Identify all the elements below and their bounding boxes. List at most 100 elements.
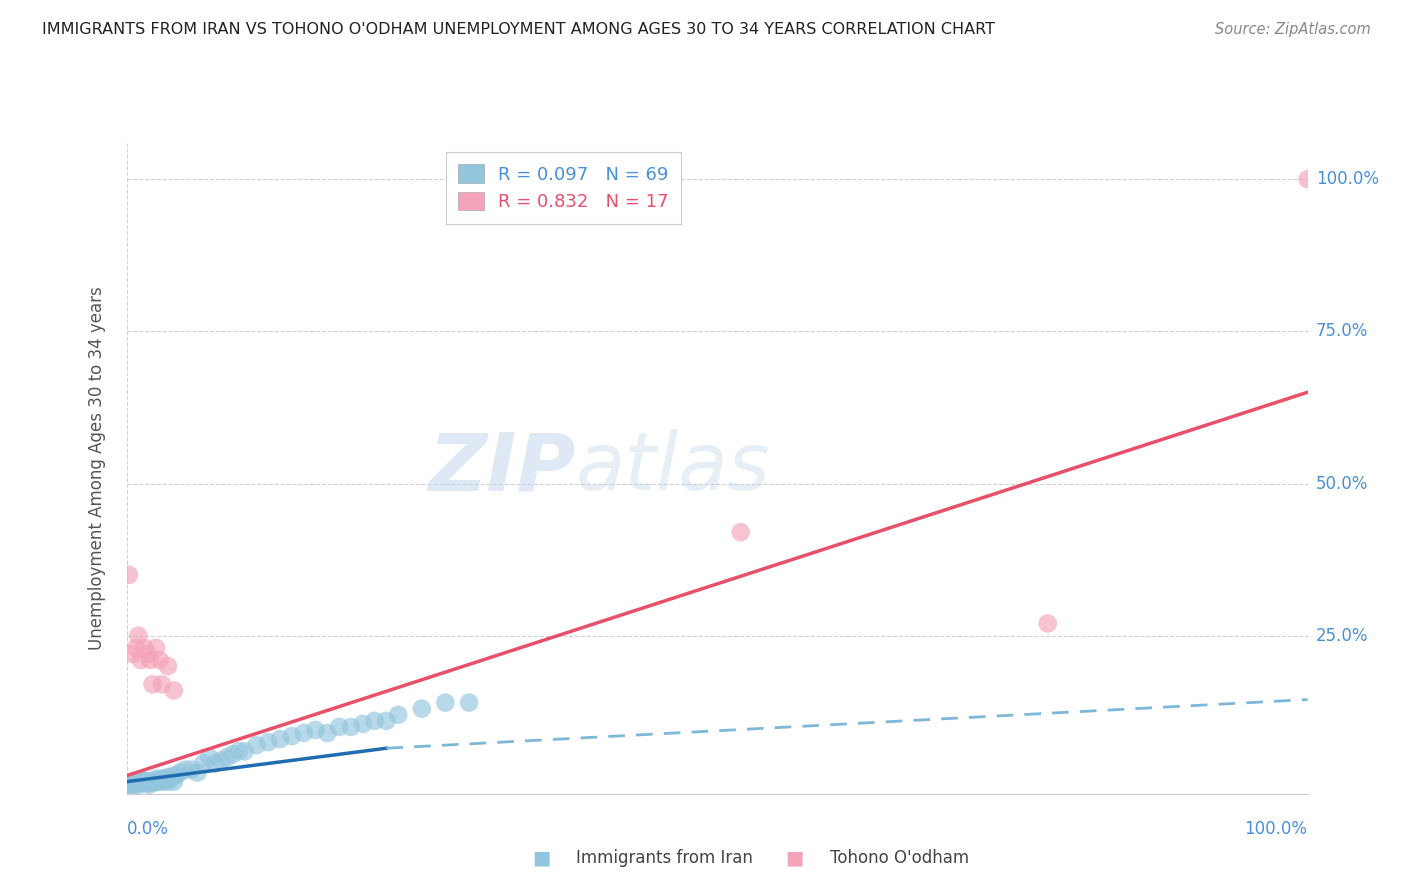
Point: [127, 629, 149, 643]
Point: [163, 769, 186, 783]
Text: 100.0%: 100.0%: [1316, 170, 1379, 188]
Point: [328, 720, 350, 734]
Point: [193, 756, 215, 771]
Point: [131, 776, 153, 790]
Point: [148, 774, 170, 789]
Point: [122, 774, 145, 789]
Point: [121, 776, 143, 790]
Point: [141, 677, 163, 691]
Point: [150, 774, 173, 789]
Point: [134, 774, 156, 789]
Text: ■: ■: [531, 848, 551, 868]
Point: [129, 774, 152, 789]
Point: [458, 696, 481, 710]
Point: [125, 774, 148, 789]
Point: [165, 769, 187, 783]
Point: [141, 774, 163, 789]
Point: [156, 659, 179, 673]
Point: [149, 773, 172, 788]
Point: [204, 756, 226, 771]
Point: [134, 774, 156, 789]
Point: [145, 774, 167, 789]
Point: [228, 744, 250, 758]
Text: 100.0%: 100.0%: [1244, 820, 1308, 838]
Point: [434, 696, 457, 710]
Text: 0.0%: 0.0%: [127, 820, 169, 838]
Point: [150, 677, 173, 691]
Text: 25.0%: 25.0%: [1316, 627, 1368, 645]
Point: [145, 772, 167, 786]
Point: [387, 707, 409, 722]
Point: [136, 647, 159, 661]
Point: [1036, 616, 1059, 631]
Point: [125, 776, 148, 790]
Text: Source: ZipAtlas.com: Source: ZipAtlas.com: [1215, 22, 1371, 37]
Text: Tohono O'odham: Tohono O'odham: [830, 849, 969, 867]
Point: [281, 729, 304, 743]
Point: [120, 778, 142, 792]
Point: [269, 732, 291, 747]
Text: 50.0%: 50.0%: [1316, 475, 1368, 492]
Point: [127, 774, 149, 789]
Point: [120, 778, 142, 792]
Point: [129, 774, 152, 789]
Point: [138, 778, 160, 792]
Text: ■: ■: [785, 848, 804, 868]
Point: [1296, 172, 1319, 186]
Point: [257, 735, 280, 749]
Legend: R = 0.097   N = 69, R = 0.832   N = 17: R = 0.097 N = 69, R = 0.832 N = 17: [446, 152, 682, 224]
Point: [375, 714, 398, 728]
Point: [156, 774, 179, 789]
Point: [153, 772, 176, 786]
Text: ZIP: ZIP: [427, 429, 575, 508]
Point: [163, 774, 186, 789]
Point: [209, 753, 232, 767]
Point: [132, 774, 155, 789]
Point: [134, 640, 156, 655]
Point: [139, 774, 162, 789]
Y-axis label: Unemployment Among Ages 30 to 34 years: Unemployment Among Ages 30 to 34 years: [87, 286, 105, 650]
Point: [139, 774, 162, 789]
Point: [180, 763, 202, 777]
Point: [411, 701, 433, 715]
Point: [222, 747, 245, 762]
Point: [215, 750, 238, 764]
Point: [159, 772, 181, 786]
Point: [118, 567, 141, 582]
Point: [316, 726, 339, 740]
Point: [304, 723, 326, 737]
Point: [155, 773, 177, 788]
Text: 75.0%: 75.0%: [1316, 322, 1368, 341]
Point: [115, 778, 138, 792]
Point: [136, 776, 159, 790]
Point: [340, 720, 363, 734]
Point: [352, 717, 374, 731]
Point: [245, 738, 267, 752]
Point: [150, 772, 173, 786]
Point: [186, 765, 208, 780]
Point: [128, 778, 150, 792]
Point: [233, 744, 256, 758]
Point: [163, 683, 186, 698]
Point: [146, 773, 169, 788]
Point: [730, 525, 752, 540]
Point: [156, 770, 179, 784]
Point: [134, 773, 156, 788]
Point: [127, 774, 149, 789]
Point: [142, 776, 165, 790]
Text: atlas: atlas: [575, 429, 770, 508]
Point: [169, 765, 191, 780]
Point: [363, 714, 385, 728]
Point: [149, 653, 172, 667]
Point: [139, 653, 162, 667]
Point: [174, 763, 197, 777]
Point: [135, 774, 157, 789]
Point: [292, 726, 315, 740]
Text: Immigrants from Iran: Immigrants from Iran: [576, 849, 754, 867]
Point: [121, 647, 143, 661]
Point: [124, 778, 146, 792]
Point: [145, 640, 167, 655]
Point: [141, 774, 163, 789]
Text: IMMIGRANTS FROM IRAN VS TOHONO O'ODHAM UNEMPLOYMENT AMONG AGES 30 TO 34 YEARS CO: IMMIGRANTS FROM IRAN VS TOHONO O'ODHAM U…: [42, 22, 995, 37]
Point: [125, 640, 148, 655]
